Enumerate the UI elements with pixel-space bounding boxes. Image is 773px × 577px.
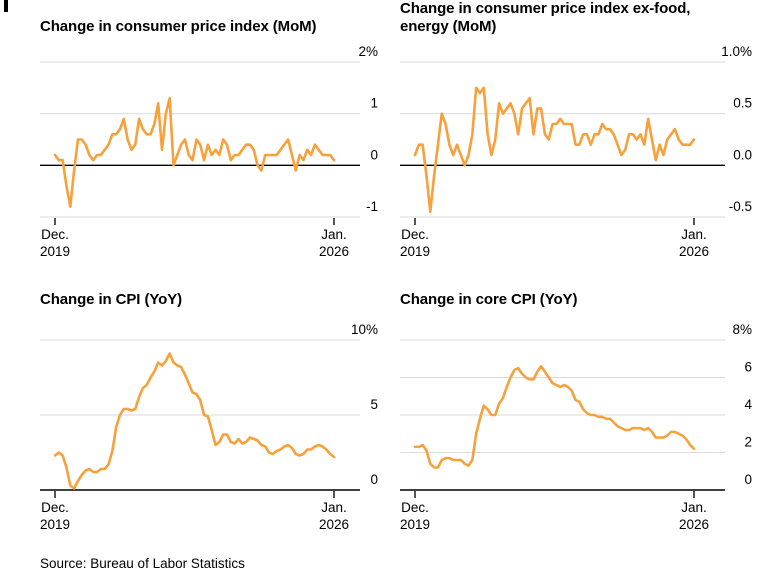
svg-text:10%: 10% (351, 322, 378, 337)
chart-title-text: Change in consumer price index ex-food, … (400, 0, 691, 35)
corner-mark (4, 0, 8, 12)
svg-text:Dec.: Dec. (401, 500, 429, 515)
svg-text:-1: -1 (366, 199, 378, 214)
chart-title-text: Change in consumer price index (MoM) (40, 18, 317, 35)
svg-text:0.5: 0.5 (733, 96, 752, 111)
svg-text:2019: 2019 (400, 244, 430, 259)
svg-text:5: 5 (370, 397, 378, 412)
svg-text:0: 0 (370, 472, 378, 487)
cpi-yoy-plot: 10% 5 0 Dec. 2019 Jan. 2026 (40, 322, 378, 532)
chart-core-cpi-yoy: Change in core CPI (YoY) 8% 6 4 2 0 Dec. 2019 J… (400, 273, 753, 534)
svg-text:0.0: 0.0 (733, 147, 752, 162)
chart-title-text: Change in CPI (YoY) (40, 291, 182, 308)
svg-text:Jan.: Jan. (321, 500, 347, 515)
svg-text:Dec.: Dec. (401, 227, 429, 242)
svg-text:2: 2 (744, 435, 752, 450)
svg-text:2019: 2019 (40, 517, 70, 532)
chart-cpi-yoy: Change in CPI (YoY) 10% 5 0 Dec. 2019 Jan. 202… (40, 273, 378, 534)
svg-text:1.0%: 1.0% (721, 44, 752, 59)
chart-title: Change in core CPI (YoY) (400, 273, 752, 309)
svg-text:6: 6 (744, 360, 752, 375)
svg-text:Jan.: Jan. (681, 500, 707, 515)
svg-text:Dec.: Dec. (41, 227, 69, 242)
svg-text:4: 4 (744, 397, 752, 412)
svg-text:0: 0 (744, 472, 752, 487)
svg-text:2026: 2026 (679, 244, 709, 259)
svg-text:Dec.: Dec. (41, 500, 69, 515)
chart-cpi-mom: Change in consumer price index (MoM) 2% 1… (40, 0, 378, 259)
svg-text:0: 0 (370, 147, 378, 162)
chart-title: Change in consumer price index ex-food, … (400, 0, 752, 36)
chart-title-text: Change in core CPI (YoY) (400, 291, 578, 308)
chart-title: Change in consumer price index (MoM) (40, 0, 378, 36)
svg-text:2026: 2026 (679, 517, 709, 532)
core-cpi-mom-plot: 1.0% 0.5 0.0 -0.5 Dec. 2019 Jan. 2026 (400, 44, 752, 259)
svg-text:Jan.: Jan. (321, 227, 347, 242)
chart-title: Change in CPI (YoY) (40, 273, 378, 309)
svg-text:2019: 2019 (40, 244, 70, 259)
svg-text:2019: 2019 (400, 517, 430, 532)
svg-text:2026: 2026 (319, 244, 349, 259)
svg-text:2026: 2026 (319, 517, 349, 532)
source-note: Source: Bureau of Labor Statistics (40, 556, 245, 571)
svg-text:1: 1 (370, 96, 378, 111)
core-cpi-yoy-plot: 8% 6 4 2 0 Dec. 2019 Jan. 2026 (400, 322, 753, 532)
svg-text:2%: 2% (358, 44, 378, 59)
chart-core-cpi-mom: Change in consumer price index ex-food, … (400, 0, 752, 259)
svg-text:Jan.: Jan. (681, 227, 707, 242)
cpi-mom-plot: 2% 1 0 -1 Dec. 2019 Jan. 2026 (40, 44, 378, 259)
svg-text:-0.5: -0.5 (729, 199, 752, 214)
svg-text:8%: 8% (732, 322, 752, 337)
